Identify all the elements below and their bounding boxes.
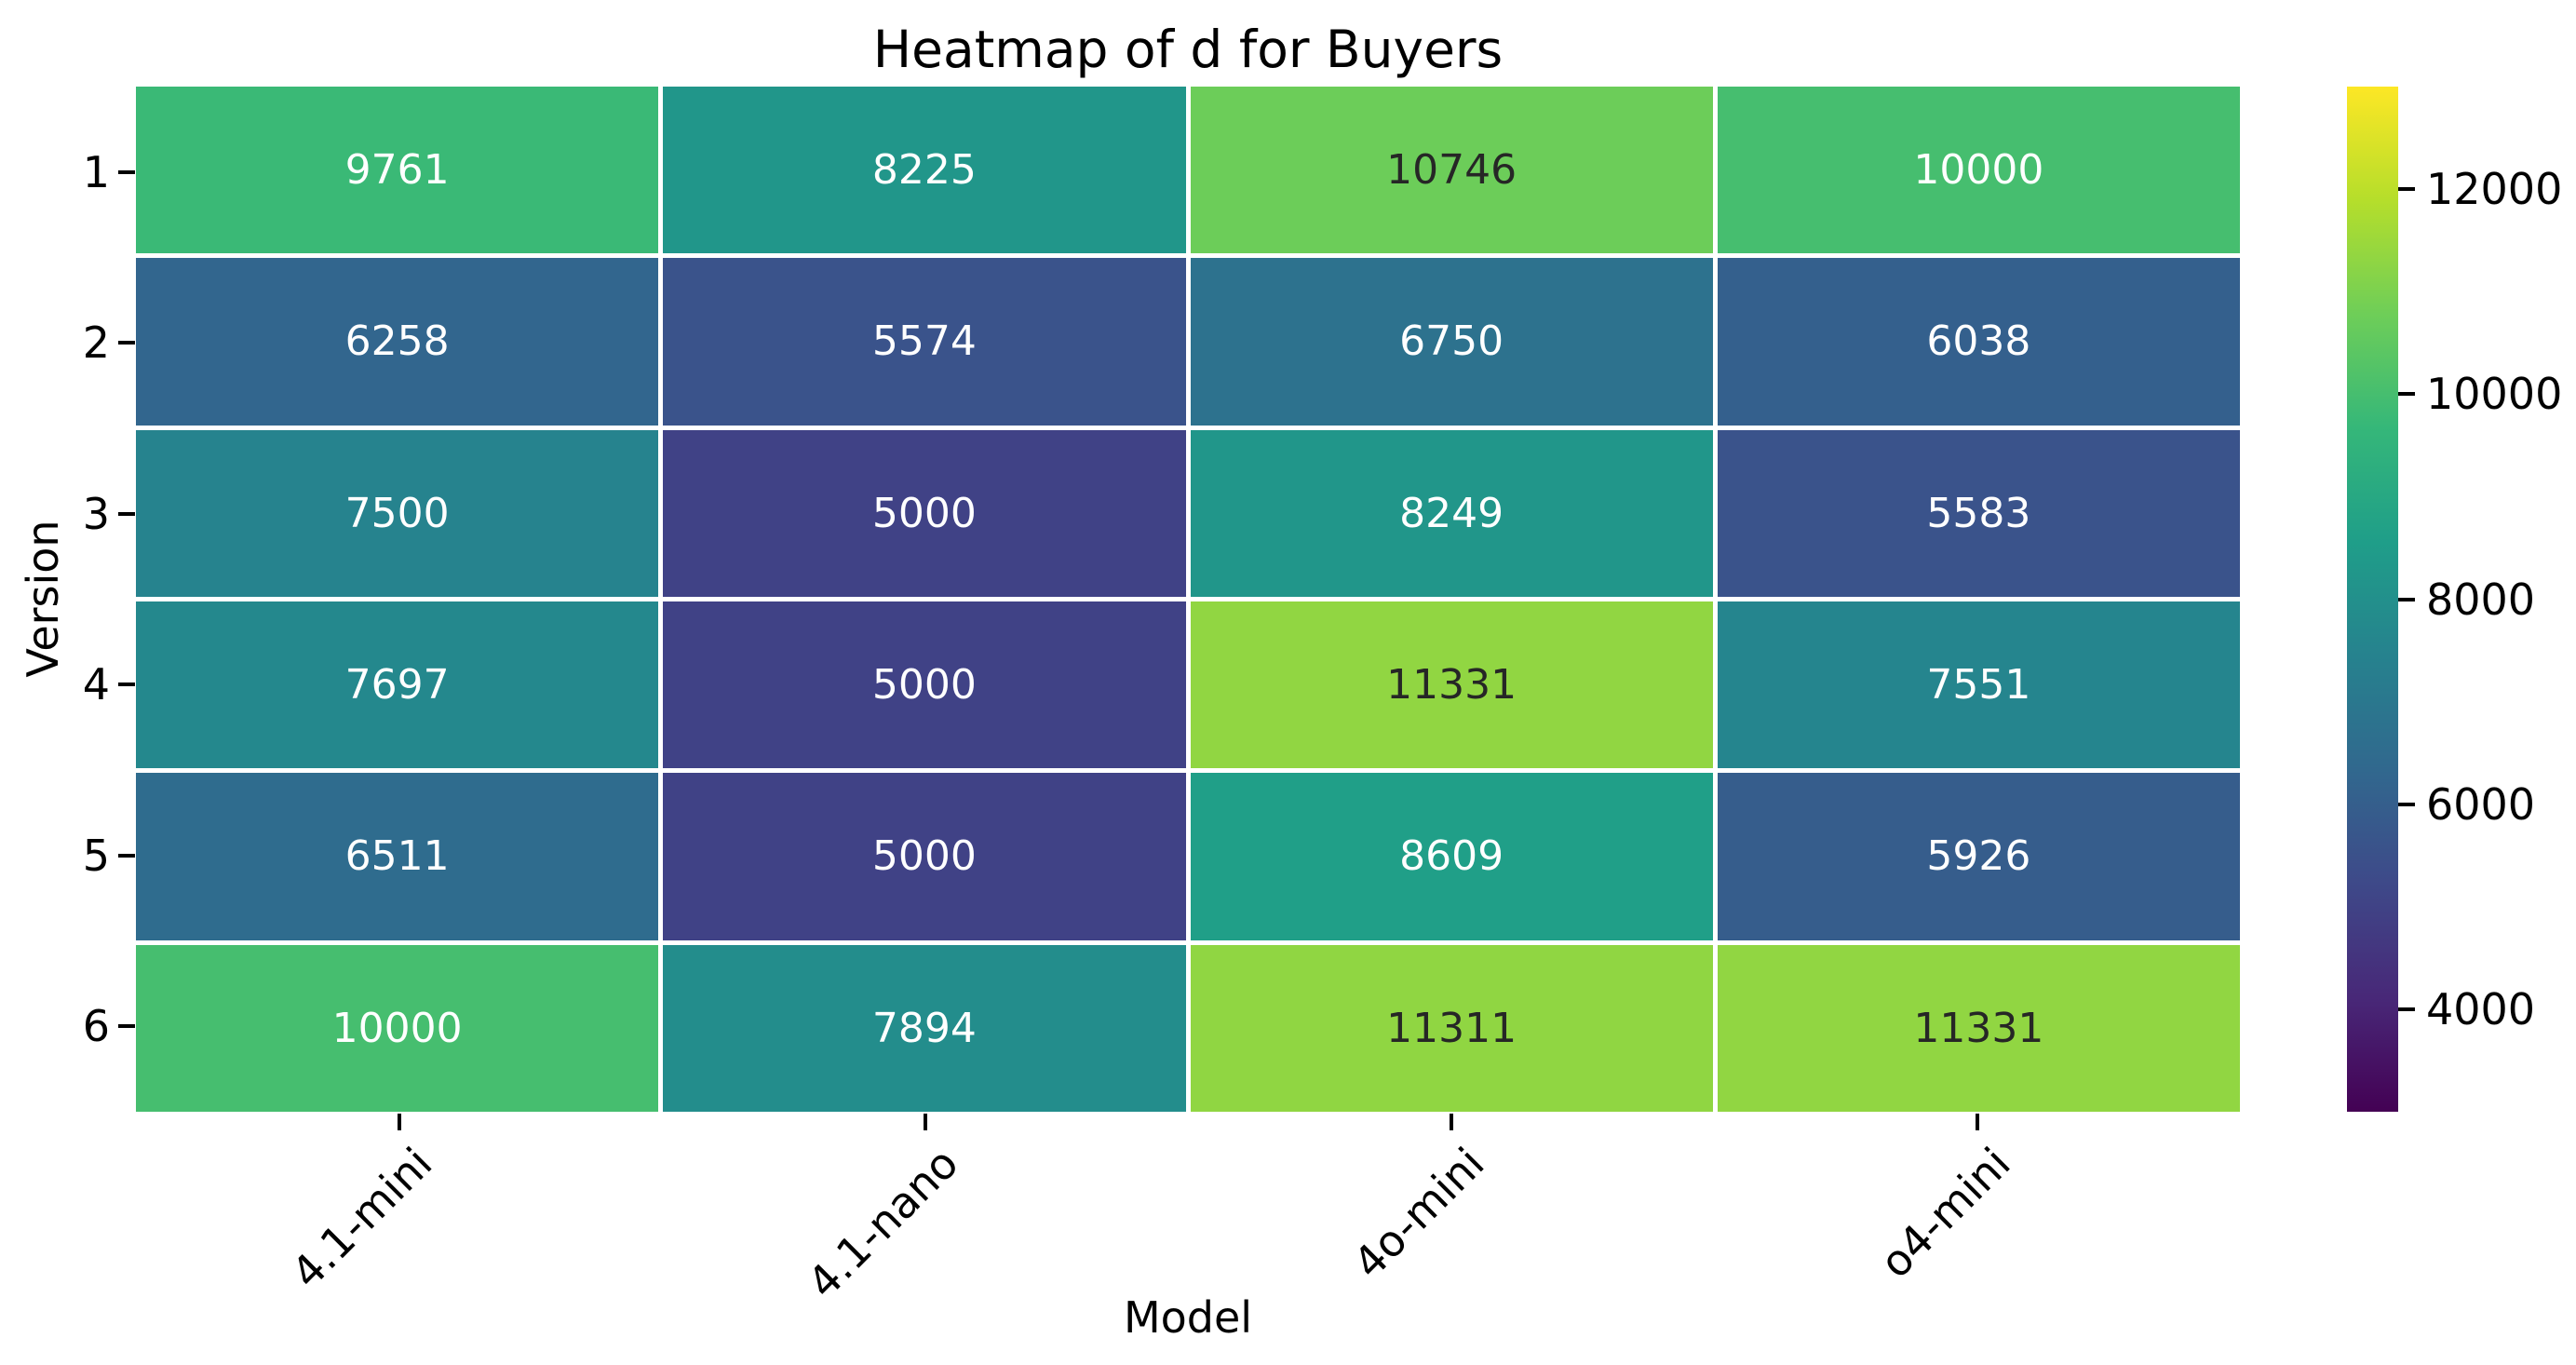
y-tick-label: 5 — [82, 830, 110, 881]
colorbar-tick-label: 12000 — [2426, 164, 2563, 215]
x-tick-label: 4.1-mini — [281, 1138, 442, 1299]
heatmap-cell: 8249 — [1190, 429, 1713, 597]
heatmap-cell: 7551 — [1717, 601, 2240, 769]
colorbar-tick-label: 6000 — [2426, 778, 2536, 830]
x-axis-label: Model — [1123, 1292, 1253, 1343]
cell-value: 5000 — [871, 832, 977, 881]
heatmap-cell: 11331 — [1190, 601, 1713, 769]
heatmap-cell: 5926 — [1717, 773, 2240, 940]
colorbar-tick-mark — [2398, 392, 2415, 397]
colorbar-tick-mark — [2398, 802, 2415, 806]
y-axis-label: Version — [18, 520, 68, 678]
cell-value: 11311 — [1386, 1004, 1517, 1052]
heatmap-cell: 5000 — [663, 429, 1186, 597]
y-tick-label: 2 — [82, 318, 110, 369]
cell-value: 6750 — [1399, 318, 1504, 366]
cell-value: 8609 — [1399, 832, 1504, 881]
y-tick-label: 6 — [82, 1001, 110, 1052]
cell-value: 6038 — [1926, 318, 2031, 366]
cell-value: 7697 — [344, 661, 450, 710]
x-tick-label: 4o-mini — [1343, 1138, 1494, 1289]
cell-value: 8225 — [871, 146, 977, 195]
x-tick-label: 4.1-nano — [797, 1138, 968, 1308]
colorbar-tick-mark — [2398, 187, 2415, 192]
x-tick-mark — [923, 1114, 927, 1130]
cell-value: 5000 — [871, 661, 977, 710]
heatmap-cell: 8609 — [1190, 773, 1713, 940]
heatmap-cell: 6038 — [1717, 258, 2240, 426]
y-tick-label: 4 — [82, 659, 110, 710]
cell-value: 5583 — [1926, 489, 2031, 537]
cell-value: 8249 — [1399, 489, 1504, 537]
y-tick-label: 3 — [82, 488, 110, 539]
colorbar-tick-mark — [2398, 597, 2415, 601]
heatmap-cell: 10746 — [1190, 87, 1713, 254]
colorbar-tick-label: 4000 — [2426, 983, 2536, 1034]
cell-value: 10000 — [331, 1004, 463, 1052]
heatmap-cell: 7697 — [136, 601, 659, 769]
colorbar-tick-label: 8000 — [2426, 574, 2536, 625]
cell-value: 10000 — [1913, 146, 2044, 195]
heatmap-cell: 5000 — [663, 773, 1186, 940]
x-tick-label: o4-mini — [1869, 1138, 2020, 1288]
colorbar — [2347, 87, 2398, 1112]
heatmap-cell: 10000 — [136, 944, 659, 1112]
y-tick-mark — [118, 511, 135, 516]
cell-value: 7894 — [871, 1004, 977, 1052]
heatmap-cell: 11331 — [1717, 944, 2240, 1112]
colorbar-tick-label: 10000 — [2426, 369, 2563, 420]
y-tick-label: 1 — [82, 146, 110, 197]
x-tick-mark — [1449, 1114, 1453, 1130]
heatmap-cell: 5574 — [663, 258, 1186, 426]
y-tick-mark — [118, 853, 135, 858]
cell-value: 11331 — [1386, 661, 1517, 710]
heatmap-cell: 7500 — [136, 429, 659, 597]
heatmap-cell: 10000 — [1717, 87, 2240, 254]
heatmap-cell: 9761 — [136, 87, 659, 254]
heatmap-cell: 7894 — [663, 944, 1186, 1112]
cell-value: 7551 — [1926, 661, 2031, 710]
cell-value: 5926 — [1926, 832, 2031, 881]
cell-value: 11331 — [1913, 1004, 2044, 1052]
cell-value: 7500 — [344, 489, 450, 537]
heatmap-cell: 11311 — [1190, 944, 1713, 1112]
cell-value: 5000 — [871, 489, 977, 537]
chart-title: Heatmap of d for Buyers — [872, 20, 1504, 79]
heatmap-cell: 5000 — [663, 601, 1186, 769]
cell-value: 10746 — [1386, 146, 1517, 195]
cell-value: 9761 — [344, 146, 450, 195]
heatmap-cell: 6258 — [136, 258, 659, 426]
heatmap-cell: 6750 — [1190, 258, 1713, 426]
y-tick-mark — [118, 341, 135, 345]
x-tick-mark — [1975, 1114, 1979, 1130]
cell-value: 6511 — [344, 832, 450, 881]
heatmap-cell: 5583 — [1717, 429, 2240, 597]
y-tick-mark — [118, 169, 135, 174]
x-tick-mark — [397, 1114, 401, 1130]
y-tick-mark — [118, 1024, 135, 1029]
heatmap-cell: 8225 — [663, 87, 1186, 254]
heatmap-cell: 6511 — [136, 773, 659, 940]
heatmap-grid: 9761 8225 10746 10000 6258 5574 6750 6038 7500 50… — [136, 87, 2240, 1112]
cell-value: 6258 — [344, 318, 450, 366]
colorbar-tick-mark — [2398, 1007, 2415, 1011]
y-tick-mark — [118, 682, 135, 687]
cell-value: 5574 — [871, 318, 977, 366]
